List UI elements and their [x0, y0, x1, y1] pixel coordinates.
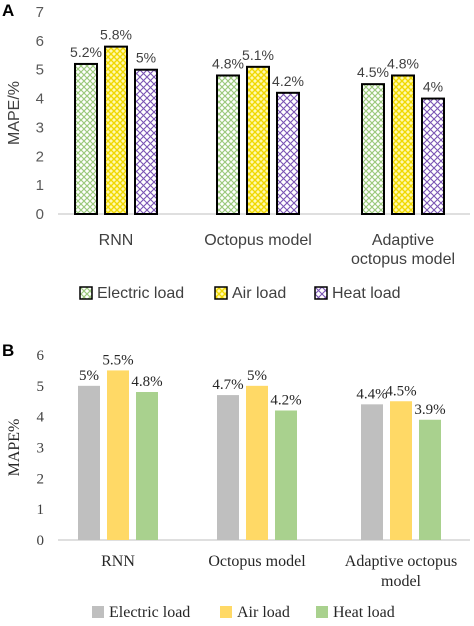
bar — [217, 395, 239, 540]
data-label: 4.5% — [385, 383, 416, 399]
y-axis-title: MAPE% — [6, 419, 23, 477]
x-category-label: octopus model — [351, 251, 455, 268]
y-tick-label: 5 — [36, 62, 44, 79]
x-category-label: RNN — [99, 232, 134, 249]
data-label: 5.1% — [242, 47, 274, 63]
data-label: 5.5% — [102, 352, 133, 368]
bar — [104, 45, 128, 215]
legend-swatch — [214, 286, 228, 300]
x-category-label: model — [381, 573, 422, 590]
panel-a-chart: 01234567MAPE/%5.2%5.8%5%RNN4.8%5.1%4.2%O… — [6, 4, 470, 302]
legend-label: Heat load — [333, 604, 395, 621]
bar — [216, 74, 240, 215]
data-label: 4.7% — [212, 377, 243, 393]
bar — [275, 410, 297, 540]
bar — [134, 68, 158, 216]
legend-swatch — [79, 286, 93, 300]
data-label: 5.8% — [100, 27, 132, 43]
y-tick-label: 1 — [36, 177, 44, 194]
y-tick-label: 1 — [37, 502, 45, 518]
y-tick-label: 4 — [37, 410, 45, 426]
legend-swatch — [220, 606, 232, 618]
bar — [361, 404, 383, 540]
bar — [107, 370, 129, 540]
bar — [136, 392, 158, 540]
data-label: 4.8% — [387, 55, 419, 71]
y-tick-label: 0 — [37, 533, 45, 549]
bar — [246, 65, 270, 216]
data-label: 3.9% — [414, 402, 445, 418]
y-tick-label: 6 — [36, 33, 44, 50]
panel-b-chart: 0123456MAPE%5%5.5%4.8%RNN4.7%5%4.2%Octop… — [6, 348, 470, 621]
panel-a-letter: A — [2, 1, 14, 20]
bar — [421, 97, 445, 215]
data-label: 4% — [423, 79, 443, 95]
data-label: 5% — [247, 368, 267, 384]
data-label: 4.8% — [212, 55, 244, 71]
legend-swatch — [314, 286, 328, 300]
y-tick-label: 4 — [36, 91, 44, 108]
y-tick-label: 2 — [37, 471, 45, 487]
x-category-label: Adaptive octopus — [345, 553, 457, 570]
y-tick-label: 3 — [36, 119, 44, 136]
legend-label: Air load — [232, 285, 286, 302]
data-label: 5% — [136, 50, 156, 66]
legend-label: Electric load — [97, 285, 184, 302]
bar — [419, 419, 441, 540]
y-tick-label: 5 — [37, 379, 45, 395]
bar — [361, 83, 385, 216]
panel-b-letter: B — [2, 341, 14, 360]
x-category-label: RNN — [101, 553, 135, 570]
bar — [390, 401, 412, 540]
data-label: 5.2% — [70, 44, 102, 60]
y-axis-title: MAPE/% — [6, 81, 23, 145]
x-category-label: Octopus model — [204, 232, 312, 249]
bar — [246, 385, 268, 540]
legend-label: Heat load — [332, 285, 401, 302]
x-category-label: Octopus model — [208, 553, 306, 570]
y-tick-label: 0 — [36, 206, 44, 223]
bar — [276, 91, 300, 215]
data-label: 4.4% — [356, 386, 387, 402]
legend-label: Electric load — [109, 604, 190, 621]
bar — [74, 62, 98, 215]
data-label: 4.2% — [272, 73, 304, 89]
legend-label: Air load — [237, 604, 290, 621]
bar — [78, 385, 100, 540]
y-tick-label: 3 — [37, 441, 45, 457]
data-label: 4.2% — [270, 393, 301, 409]
y-tick-label: 7 — [36, 4, 44, 21]
data-label: 5% — [79, 368, 99, 384]
data-label: 4.5% — [357, 64, 389, 80]
x-category-label: Adaptive — [372, 232, 434, 249]
y-tick-label: 2 — [36, 148, 44, 165]
bar — [391, 74, 415, 215]
legend-swatch — [316, 606, 328, 618]
legend-swatch — [92, 606, 104, 618]
data-label: 4.8% — [131, 374, 162, 390]
y-tick-label: 6 — [37, 348, 45, 364]
